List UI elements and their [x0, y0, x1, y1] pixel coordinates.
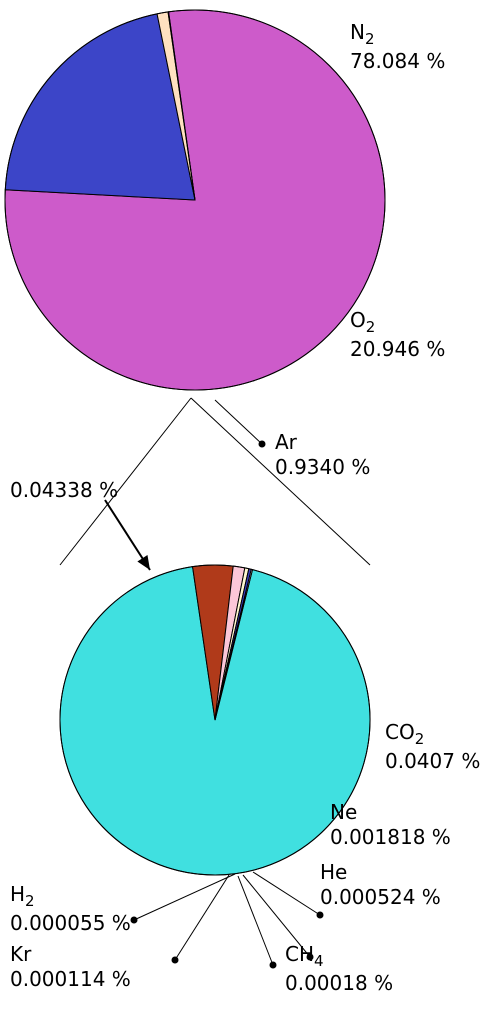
label-h2: H2 0.000055 % — [10, 882, 131, 936]
main-pie — [5, 10, 385, 390]
label-ch4: CH4 0.00018 % — [285, 942, 393, 996]
label-o2: O2 20.946 % — [350, 308, 445, 362]
label-other: 0.04338 % — [10, 478, 118, 503]
label-n2: N2 78.084 % — [350, 20, 445, 74]
leader-dot — [317, 912, 324, 919]
leader-dot — [259, 441, 266, 448]
callout-arrow-head — [137, 555, 150, 570]
label-ar: Ar 0.9340 % — [275, 430, 370, 480]
leader-dot — [172, 957, 179, 964]
leader-line — [253, 872, 320, 915]
label-he: He 0.000524 % — [320, 860, 441, 910]
label-kr: Kr 0.000114 % — [10, 942, 131, 992]
leader-line — [175, 875, 229, 960]
small-pie — [60, 565, 370, 875]
leader-line — [134, 874, 235, 920]
leader-dot — [270, 962, 277, 969]
leader-line — [238, 876, 273, 965]
leader-dot — [131, 917, 138, 924]
leader-line — [191, 398, 370, 565]
label-ne: Ne 0.001818 % — [330, 800, 451, 850]
leader-line — [215, 400, 262, 444]
label-co2: CO2 0.0407 % — [385, 720, 480, 774]
